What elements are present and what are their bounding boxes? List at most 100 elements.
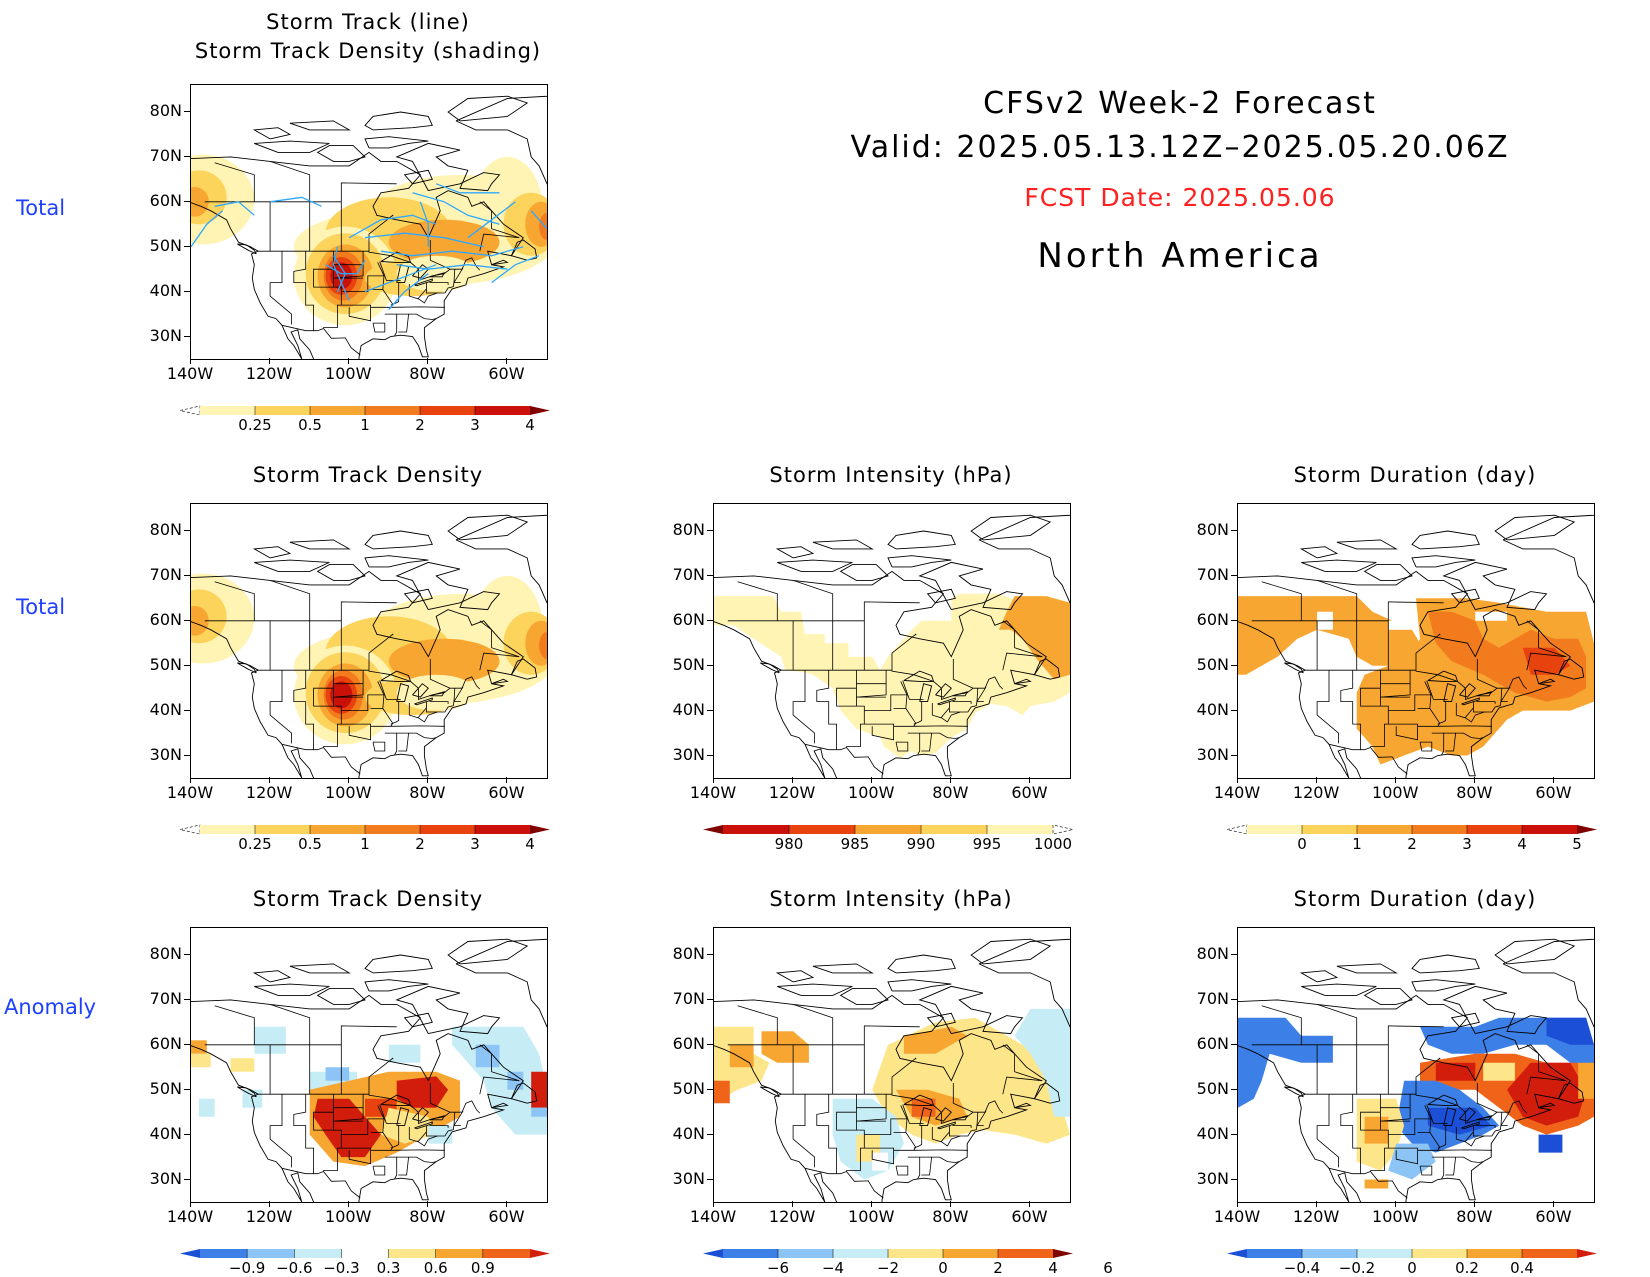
lat-tick-mark bbox=[184, 200, 190, 202]
lat-tick-label: 70N bbox=[149, 145, 182, 165]
shading-layer bbox=[1238, 1017, 1594, 1189]
lat-tick-label: 50N bbox=[149, 235, 182, 255]
lon-tick-label: 120W bbox=[245, 364, 293, 383]
lon-tick-label: 140W bbox=[689, 1207, 737, 1226]
lat-tick-label: 30N bbox=[149, 325, 182, 345]
lon-tick-label: 60W bbox=[1535, 1207, 1572, 1226]
lon-tick-mark bbox=[348, 777, 350, 783]
lat-tick-label: 60N bbox=[149, 609, 182, 629]
lat-tick-label: 60N bbox=[149, 1033, 182, 1053]
lat-tick-label: 30N bbox=[672, 1168, 705, 1188]
lon-tick-mark bbox=[269, 1201, 271, 1207]
lon-tick-mark bbox=[1029, 1201, 1031, 1207]
lon-tick-label: 60W bbox=[488, 364, 525, 383]
lon-tick-label: 60W bbox=[1535, 783, 1572, 802]
lon-tick-label: 120W bbox=[245, 1207, 293, 1226]
shading-layer bbox=[191, 154, 547, 326]
colorbar-label: 6 bbox=[1103, 1259, 1113, 1277]
lat-tick-mark bbox=[707, 754, 713, 756]
colorbar-label: 2 bbox=[993, 1259, 1003, 1277]
lon-tick-label: 80W bbox=[932, 783, 969, 802]
colorbar-label: −0.2 bbox=[1338, 1259, 1376, 1277]
lat-tick-label: 60N bbox=[1196, 1033, 1229, 1053]
map-r2c1 bbox=[190, 503, 548, 779]
colorbar-label: 0 bbox=[1407, 1259, 1417, 1277]
colorbar-label: 5 bbox=[1572, 835, 1582, 853]
lon-tick-mark bbox=[713, 1201, 714, 1207]
colorbar-label: 4 bbox=[1517, 835, 1527, 853]
lon-tick-mark bbox=[427, 1201, 429, 1207]
lat-tick-mark bbox=[1231, 953, 1237, 955]
colorbar-label: −0.6 bbox=[276, 1259, 313, 1277]
lat-tick-label: 70N bbox=[1196, 564, 1229, 584]
lon-tick-label: 140W bbox=[166, 364, 214, 383]
forecast-title: CFSv2 Week-2 Forecast bbox=[983, 86, 1377, 121]
lon-tick-mark bbox=[348, 358, 350, 364]
lon-tick-label: 60W bbox=[1011, 783, 1048, 802]
lat-tick-mark bbox=[1231, 754, 1237, 756]
region-label: North America bbox=[1037, 236, 1323, 276]
lat-tick-mark bbox=[184, 709, 190, 711]
lat-tick-mark bbox=[184, 574, 190, 576]
colorbar-label: 0.5 bbox=[298, 835, 322, 853]
lat-tick-mark bbox=[184, 110, 190, 112]
lat-tick-mark bbox=[1231, 619, 1237, 621]
lat-tick-label: 30N bbox=[672, 744, 705, 764]
map-r3c2 bbox=[713, 927, 1071, 1203]
colorbar-label: 985 bbox=[840, 835, 870, 853]
lat-tick-label: 40N bbox=[672, 1123, 705, 1143]
colorbar-label: 3 bbox=[470, 416, 480, 434]
lon-tick-label: 120W bbox=[1292, 783, 1340, 802]
lon-tick-mark bbox=[1029, 777, 1031, 783]
lat-tick-label: 70N bbox=[1196, 988, 1229, 1008]
lat-tick-label: 80N bbox=[149, 100, 182, 120]
lat-tick-mark bbox=[184, 998, 190, 1000]
lon-tick-mark bbox=[190, 1201, 191, 1207]
lon-tick-mark bbox=[269, 358, 271, 364]
shading-layer bbox=[714, 593, 1070, 758]
lat-tick-mark bbox=[1231, 998, 1237, 1000]
lon-tick-label: 100W bbox=[848, 1207, 895, 1226]
lon-tick-mark bbox=[1474, 777, 1476, 783]
map-outline bbox=[191, 938, 547, 1202]
lon-tick-label: 100W bbox=[848, 783, 895, 802]
lat-tick-mark bbox=[1231, 1133, 1237, 1135]
lon-tick-mark bbox=[1237, 777, 1238, 783]
row-label-top: Total bbox=[16, 196, 66, 220]
lon-tick-mark bbox=[427, 777, 429, 783]
lon-tick-label: 120W bbox=[768, 783, 816, 802]
lat-tick-label: 40N bbox=[1196, 1123, 1229, 1143]
lat-tick-mark bbox=[184, 529, 190, 531]
colorbar bbox=[179, 405, 550, 416]
lon-tick-mark bbox=[713, 777, 714, 783]
lon-tick-label: 120W bbox=[768, 1207, 816, 1226]
lat-tick-label: 50N bbox=[672, 1078, 705, 1098]
lat-tick-label: 50N bbox=[149, 1078, 182, 1098]
lat-tick-label: 50N bbox=[1196, 1078, 1229, 1098]
lat-tick-mark bbox=[707, 953, 713, 955]
map-outline bbox=[714, 514, 1070, 778]
lon-tick-mark bbox=[1316, 1201, 1318, 1207]
lat-tick-label: 50N bbox=[1196, 654, 1229, 674]
lat-tick-label: 40N bbox=[149, 280, 182, 300]
storm-track-lines bbox=[191, 183, 547, 311]
lat-tick-mark bbox=[707, 1178, 713, 1180]
lat-tick-mark bbox=[184, 335, 190, 337]
lat-tick-mark bbox=[707, 574, 713, 576]
lon-tick-label: 100W bbox=[325, 783, 372, 802]
colorbar-label: 0.9 bbox=[470, 1259, 495, 1277]
colorbar-label: 2 bbox=[415, 835, 425, 853]
lon-tick-mark bbox=[269, 777, 271, 783]
lat-tick-label: 60N bbox=[149, 190, 182, 210]
lon-tick-label: 60W bbox=[488, 1207, 525, 1226]
lat-tick-label: 80N bbox=[672, 943, 705, 963]
colorbar bbox=[1226, 824, 1597, 835]
lat-tick-mark bbox=[1231, 574, 1237, 576]
lat-tick-mark bbox=[1231, 1043, 1237, 1045]
colorbar-label: −4 bbox=[821, 1259, 845, 1277]
lon-tick-mark bbox=[506, 358, 508, 364]
lon-tick-mark bbox=[1553, 777, 1555, 783]
colorbar-label: 0.3 bbox=[376, 1259, 401, 1277]
lat-tick-mark bbox=[707, 1043, 713, 1045]
colorbar-label: 995 bbox=[972, 835, 1002, 853]
